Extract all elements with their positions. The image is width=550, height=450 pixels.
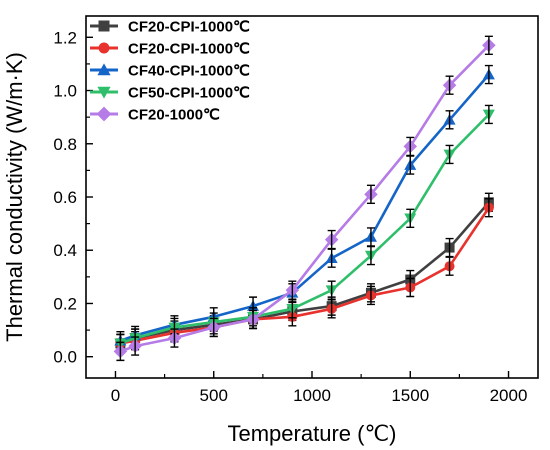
x-tick-label: 1500: [391, 386, 429, 405]
error-bar: [366, 245, 375, 266]
legend-label: CF50-CPI-1000℃: [128, 85, 250, 102]
legend: CF20-CPI-1000℃ CF20-CPI-1000℃ CF40-CPI-100…: [90, 19, 250, 124]
error-bar: [327, 280, 336, 300]
legend-item: CF20-CPI-1000℃: [90, 41, 250, 58]
error-bar: [366, 285, 375, 306]
error-bar: [445, 256, 454, 276]
error-bar: [406, 277, 415, 298]
error-bar: [406, 136, 415, 157]
error-bar: [116, 341, 125, 362]
error-bar: [484, 35, 493, 55]
error-bar: [249, 309, 258, 330]
legend-marker: [96, 106, 112, 122]
x-tick-label: 0: [111, 386, 120, 405]
error-bar: [484, 104, 493, 125]
error-bar: [445, 144, 454, 165]
error-bar: [445, 110, 454, 130]
error-bar: [366, 184, 375, 205]
x-tick-label: 1000: [293, 386, 331, 405]
legend-marker: [97, 86, 111, 99]
data-series: [113, 35, 496, 362]
y-axis-title: Thermal conductivity (W/m·K): [2, 52, 27, 342]
error-bar: [288, 280, 297, 300]
error-bar: [170, 328, 179, 348]
y-tick-label: 0.0: [53, 348, 77, 367]
legend-item: CF50-CPI-1000℃: [90, 85, 250, 102]
series-5: [113, 35, 496, 362]
error-bar: [327, 229, 336, 250]
legend-item: CF20-CPI-1000℃: [90, 19, 250, 36]
error-bar: [406, 208, 415, 228]
error-bar: [209, 317, 218, 338]
axis-ticks: 0 500 1000 1500 2000 0.0 0.2 0.4 0.6 0.8 1.0 1.2: [53, 28, 527, 405]
error-bar: [484, 197, 493, 218]
x-tick-label: 500: [200, 386, 228, 405]
legend-item: CF40-CPI-1000℃: [90, 63, 250, 80]
y-tick-label: 0.2: [53, 294, 77, 313]
legend-label: CF20-CPI-1000℃: [128, 19, 250, 36]
legend-label: CF40-CPI-1000℃: [128, 63, 250, 80]
error-bar: [131, 336, 140, 356]
x-tick-label: 2000: [490, 386, 528, 405]
legend-item: CF20-1000℃: [90, 107, 220, 124]
y-tick-label: 1.0: [53, 82, 77, 101]
legend-marker: [98, 20, 110, 32]
y-tick-label: 0.6: [53, 188, 77, 207]
y-tick-label: 0.4: [53, 241, 77, 260]
error-bar: [484, 64, 493, 85]
legend-marker: [98, 42, 110, 54]
error-bar: [445, 75, 454, 95]
legend-marker: [97, 63, 111, 76]
legend-label: CF20-CPI-1000℃: [128, 41, 250, 58]
legend-label: CF20-1000℃: [128, 107, 220, 124]
x-axis-title: Temperature (℃): [228, 421, 397, 446]
y-tick-label: 0.8: [53, 135, 77, 154]
y-tick-label: 1.2: [53, 28, 77, 47]
